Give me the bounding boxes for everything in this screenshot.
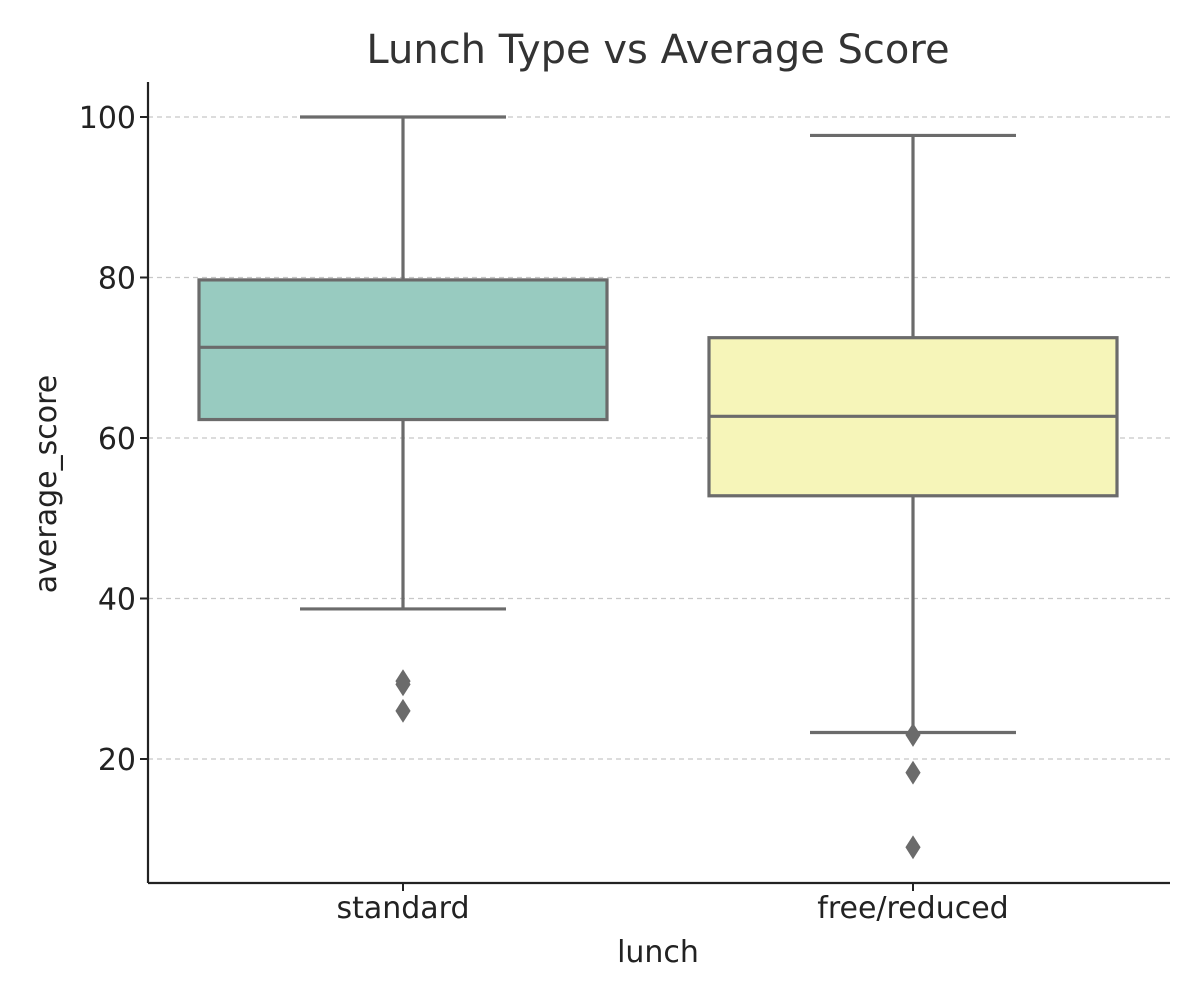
y-tick-label-100: 100 [79, 101, 136, 136]
y-tick-label-40: 40 [98, 583, 136, 618]
box-group-free-reduced [707, 133, 1119, 860]
outlier-point-standard-1 [395, 672, 411, 697]
box-layer [197, 115, 1119, 860]
outlier-point-standard-2 [395, 698, 411, 723]
box-group-standard [197, 115, 609, 723]
x-tick-label-free-reduced: free/reduced [817, 891, 1008, 926]
outlier-point-free-reduced-0 [905, 722, 921, 747]
y-tick-label-60: 60 [98, 422, 136, 457]
box-standard [197, 278, 609, 422]
x-tick-label-standard: standard [336, 891, 469, 926]
outlier-point-free-reduced-2 [905, 835, 921, 860]
y-tick-label-20: 20 [98, 743, 136, 778]
outlier-point-free-reduced-1 [905, 760, 921, 785]
axis-layer: 20 40 60 80 100 standard free/reduced [79, 82, 1170, 926]
y-tick-label-80: 80 [98, 262, 136, 297]
chart-title: Lunch Type vs Average Score [366, 27, 949, 73]
x-axis-label: lunch [617, 935, 699, 970]
y-axis-label: average_score [29, 375, 64, 593]
